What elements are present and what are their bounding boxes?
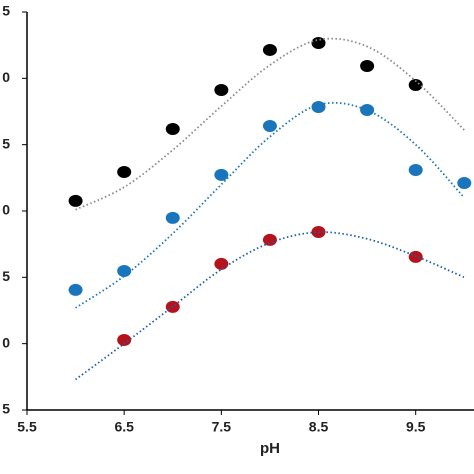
data-point bbox=[214, 168, 229, 181]
data-point bbox=[262, 43, 277, 56]
x-tick-label: 6.5 bbox=[114, 419, 134, 435]
data-point bbox=[68, 194, 83, 207]
data-point bbox=[457, 177, 472, 190]
y-tick-label: 5 bbox=[2, 135, 10, 151]
y-tick-label: 0 bbox=[2, 69, 10, 85]
x-tick-label: 8.5 bbox=[309, 419, 329, 435]
fit-line bbox=[75, 37, 465, 211]
data-point bbox=[165, 123, 180, 136]
y-tick-label: 0 bbox=[2, 334, 10, 350]
data-point bbox=[311, 37, 326, 50]
y-tick-label: 5 bbox=[2, 401, 10, 417]
data-point bbox=[117, 333, 132, 346]
y-tick-label: 5 bbox=[2, 3, 10, 19]
data-point bbox=[408, 78, 423, 91]
y-tick-label: 5 bbox=[2, 268, 10, 284]
data-point bbox=[117, 165, 132, 178]
y-tick-label: 0 bbox=[2, 202, 10, 218]
data-point bbox=[68, 283, 83, 296]
data-point bbox=[408, 164, 423, 177]
data-point bbox=[214, 257, 229, 270]
x-tick-label: 9.5 bbox=[406, 419, 426, 435]
data-point bbox=[311, 100, 326, 113]
data-point bbox=[262, 233, 277, 246]
fit-line bbox=[75, 101, 465, 309]
data-point bbox=[117, 264, 132, 277]
x-tick-label: 7.5 bbox=[212, 419, 232, 435]
x-axis-label: pH bbox=[260, 440, 280, 457]
data-point bbox=[262, 119, 277, 132]
data-point bbox=[165, 211, 180, 224]
x-tick-label: 5.5 bbox=[17, 419, 37, 435]
data-point bbox=[214, 84, 229, 97]
fit-line bbox=[75, 231, 465, 381]
data-point bbox=[360, 59, 375, 72]
